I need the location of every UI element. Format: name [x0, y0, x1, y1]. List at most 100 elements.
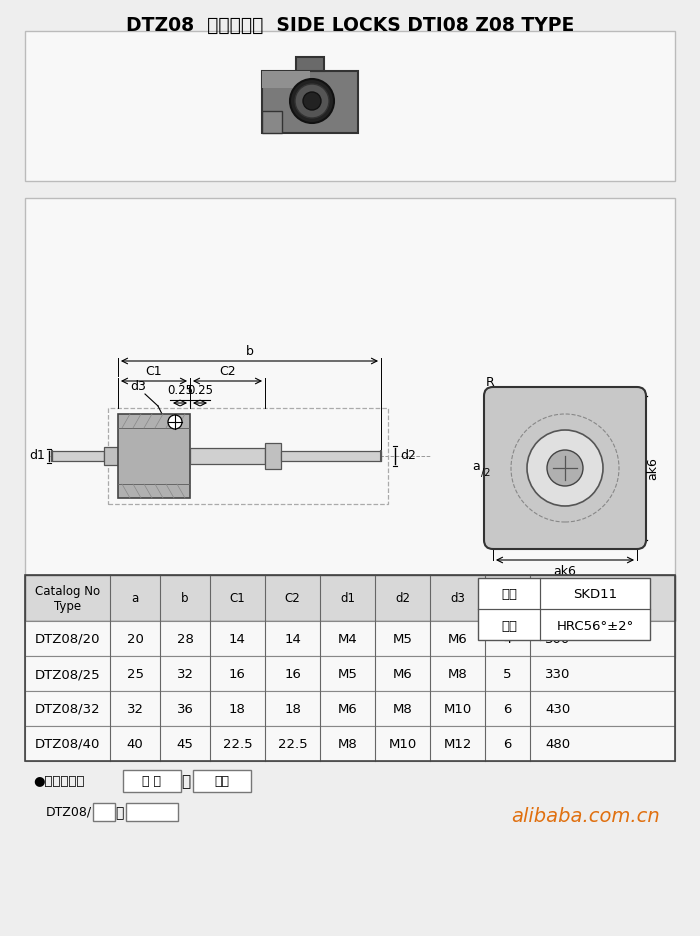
- Text: R: R: [486, 375, 494, 388]
- Text: C2: C2: [219, 365, 236, 377]
- Text: 32: 32: [176, 667, 193, 680]
- Text: SKD11: SKD11: [573, 588, 617, 601]
- Text: 45: 45: [176, 738, 193, 750]
- Text: 14: 14: [229, 633, 246, 645]
- Text: 300: 300: [545, 633, 570, 645]
- Text: C1: C1: [230, 592, 246, 605]
- Text: 6: 6: [503, 738, 512, 750]
- Text: HRC56°±2°: HRC56°±2°: [556, 619, 634, 632]
- Bar: [104, 447, 118, 465]
- Bar: [118, 415, 190, 499]
- Circle shape: [295, 85, 329, 119]
- Text: M8: M8: [393, 702, 412, 715]
- Text: R: R: [503, 592, 512, 605]
- Bar: [478, 609, 540, 640]
- Text: alibaba.com.cn: alibaba.com.cn: [511, 807, 660, 826]
- Text: DTZ08/: DTZ08/: [46, 805, 92, 818]
- Bar: [25, 726, 675, 761]
- Text: 20: 20: [127, 633, 144, 645]
- Text: d2: d2: [400, 449, 416, 462]
- Text: －: －: [181, 774, 190, 789]
- Bar: [123, 770, 181, 792]
- Text: 40: 40: [127, 738, 144, 750]
- Bar: [108, 408, 388, 505]
- Bar: [296, 58, 324, 72]
- Circle shape: [168, 416, 182, 430]
- Bar: [25, 198, 675, 658]
- Text: 5: 5: [503, 667, 512, 680]
- Text: 16: 16: [284, 667, 301, 680]
- Bar: [265, 444, 281, 470]
- Text: 6: 6: [503, 702, 512, 715]
- FancyBboxPatch shape: [484, 388, 646, 549]
- Text: M5: M5: [337, 667, 358, 680]
- Bar: [281, 451, 381, 461]
- Text: M6: M6: [337, 702, 358, 715]
- Text: M12: M12: [443, 738, 472, 750]
- Circle shape: [303, 93, 321, 110]
- Text: 材质: 材质: [501, 588, 517, 601]
- Circle shape: [547, 450, 583, 487]
- Text: 0.25: 0.25: [167, 384, 193, 397]
- Bar: [25, 32, 675, 182]
- Bar: [262, 112, 282, 134]
- Text: 25: 25: [127, 667, 144, 680]
- Text: DTZ08/40: DTZ08/40: [35, 738, 100, 750]
- Text: ●订购方法：: ●订购方法：: [33, 775, 85, 788]
- Text: a: a: [473, 460, 480, 473]
- Text: M4: M4: [337, 633, 358, 645]
- Text: 4: 4: [503, 633, 512, 645]
- Text: ak6: ak6: [647, 457, 659, 480]
- Bar: [262, 72, 310, 89]
- Bar: [478, 578, 540, 609]
- Bar: [25, 622, 675, 656]
- Bar: [25, 576, 675, 761]
- Text: －: －: [115, 805, 123, 819]
- Text: DTZ08/20: DTZ08/20: [35, 633, 100, 645]
- Text: 32: 32: [127, 702, 144, 715]
- Text: DTZ08/25: DTZ08/25: [35, 667, 100, 680]
- Text: M6: M6: [393, 667, 412, 680]
- Text: M5: M5: [393, 633, 412, 645]
- Bar: [52, 451, 104, 461]
- Circle shape: [527, 431, 603, 506]
- Text: M8: M8: [337, 738, 358, 750]
- Text: 14: 14: [284, 633, 301, 645]
- Bar: [190, 448, 265, 464]
- Text: C1: C1: [146, 365, 162, 377]
- Text: 36: 36: [176, 702, 193, 715]
- Text: 28: 28: [176, 633, 193, 645]
- Text: M8: M8: [447, 667, 468, 680]
- Bar: [93, 803, 115, 821]
- Text: ak6: ak6: [554, 564, 576, 578]
- Text: d3: d3: [450, 592, 465, 605]
- Text: 18: 18: [284, 702, 301, 715]
- Text: M10: M10: [389, 738, 416, 750]
- Bar: [478, 578, 650, 640]
- Text: 数量: 数量: [214, 775, 230, 788]
- Text: 430: 430: [545, 702, 570, 715]
- Bar: [193, 770, 251, 792]
- Text: d3: d3: [130, 380, 146, 392]
- Text: 330: 330: [545, 667, 570, 680]
- Text: Catalog No
Type: Catalog No Type: [35, 584, 100, 612]
- Bar: [25, 692, 675, 726]
- Text: b: b: [246, 344, 253, 358]
- Text: M6: M6: [447, 633, 468, 645]
- Text: C2: C2: [285, 592, 300, 605]
- Text: /2: /2: [481, 467, 491, 477]
- Text: 22.5: 22.5: [278, 738, 307, 750]
- Text: DTZ08  模具定位器  SIDE LOCKS DTI08 Z08 TYPE: DTZ08 模具定位器 SIDE LOCKS DTI08 Z08 TYPE: [126, 16, 574, 35]
- Text: 18: 18: [229, 702, 246, 715]
- Bar: [25, 576, 675, 622]
- Text: 0.25: 0.25: [187, 384, 213, 397]
- Bar: [126, 803, 178, 821]
- Text: a: a: [132, 592, 139, 605]
- Bar: [25, 656, 675, 692]
- Polygon shape: [262, 72, 358, 134]
- Circle shape: [290, 80, 334, 124]
- Text: b: b: [181, 592, 189, 605]
- Text: M10: M10: [443, 702, 472, 715]
- Text: 22.5: 22.5: [223, 738, 252, 750]
- Text: 单价: 单价: [550, 592, 564, 605]
